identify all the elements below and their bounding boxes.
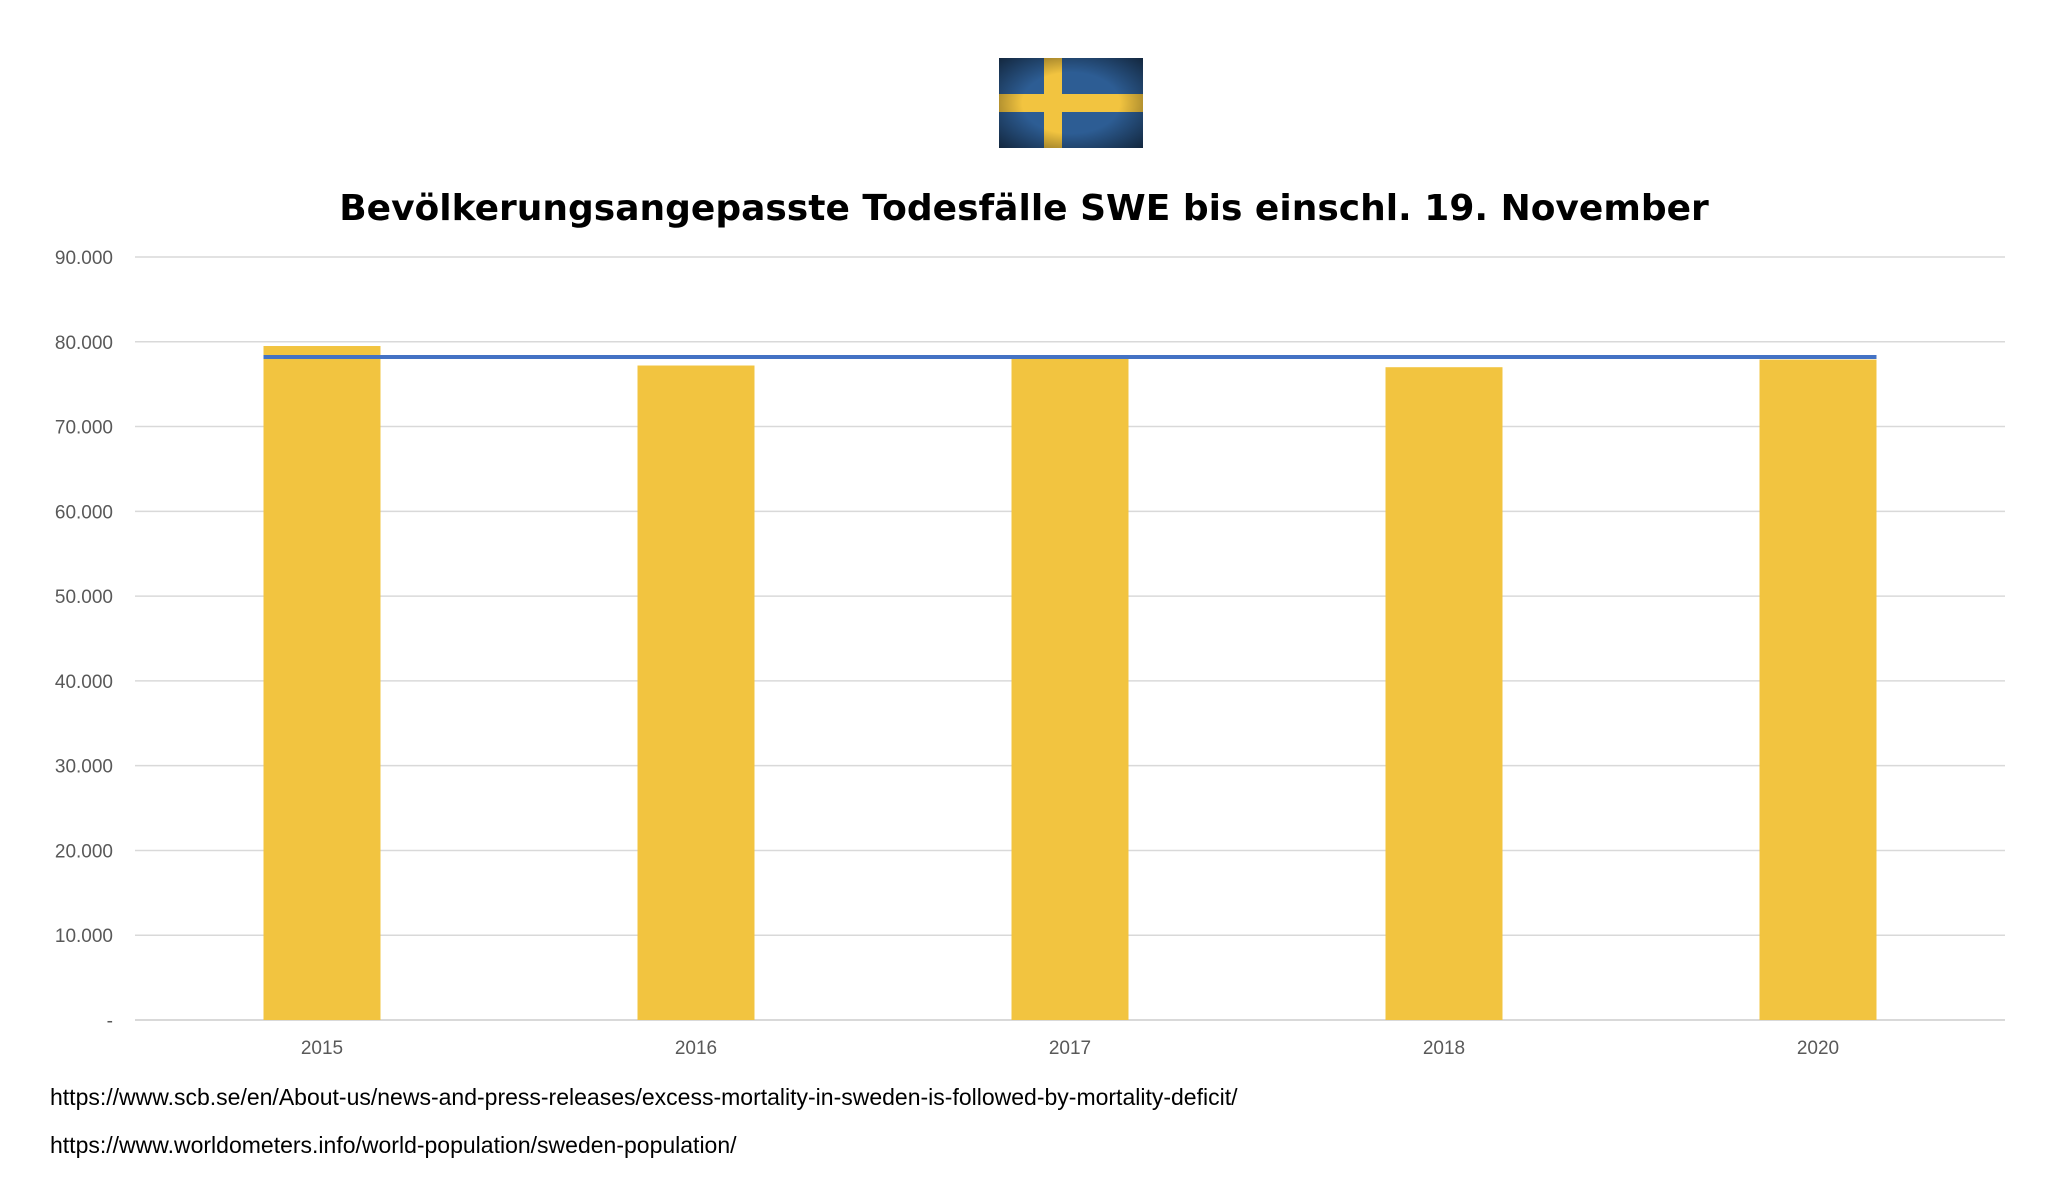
bar-2015 <box>263 346 381 1020</box>
sweden-flag-icon <box>999 58 1143 148</box>
bar-2020 <box>1759 359 1877 1020</box>
y-tick-label: 70.000 <box>55 418 113 439</box>
source-link-worldometers[interactable]: https://www.worldometers.info/world-popu… <box>50 1132 737 1158</box>
y-tick-label: 30.000 <box>55 757 113 778</box>
bar-2016 <box>637 365 755 1020</box>
y-tick-label: 90.000 <box>55 248 113 269</box>
y-tick-label: 80.000 <box>55 333 113 354</box>
x-tick-label: 2018 <box>1423 1038 1465 1059</box>
x-tick-label: 2016 <box>675 1038 717 1059</box>
source-link-scb[interactable]: https://www.scb.se/en/About-us/news-and-… <box>50 1084 1238 1110</box>
y-tick-label: 50.000 <box>55 587 113 608</box>
bar-2018 <box>1385 367 1503 1020</box>
chart-title: Bevölkerungsangepasste Todesfälle SWE bi… <box>339 188 1709 229</box>
y-tick-label: - <box>107 1011 113 1032</box>
y-tick-label: 10.000 <box>55 926 113 947</box>
y-tick-label: 60.000 <box>55 502 113 523</box>
x-tick-label: 2020 <box>1797 1038 1839 1059</box>
x-tick-label: 2017 <box>1049 1038 1091 1059</box>
y-tick-label: 40.000 <box>55 672 113 693</box>
bar-2017 <box>1011 358 1129 1020</box>
y-tick-label: 20.000 <box>55 841 113 862</box>
x-tick-label: 2015 <box>301 1038 343 1059</box>
